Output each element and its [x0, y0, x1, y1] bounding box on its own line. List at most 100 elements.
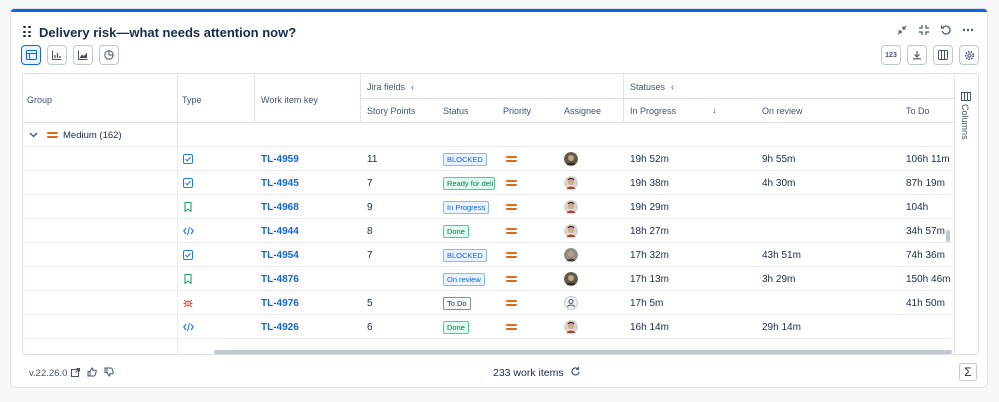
type-column-divider [254, 74, 255, 123]
status-lozenge: BLOCKED [443, 152, 487, 166]
version-info: v.22.26.0 [29, 367, 115, 380]
table-row[interactable]: TL-4926 6 Done 16h 14m 29h 14m [23, 315, 955, 339]
column-header-work-item-key[interactable]: Work item key [261, 95, 318, 105]
refresh-icon[interactable] [937, 21, 955, 39]
priority-medium-icon [506, 315, 517, 339]
status-cell[interactable]: To Do [443, 291, 471, 315]
settings-icon[interactable] [959, 45, 979, 65]
column-header-to-do[interactable]: To Do [906, 106, 930, 116]
card-header: Delivery risk—what needs attention now? [23, 22, 296, 42]
columns-side-panel[interactable]: Columns [954, 74, 978, 354]
work-item-key-link[interactable]: TL-4976 [261, 297, 299, 309]
statuses-label: Statuses [630, 82, 666, 92]
column-group-jira-fields[interactable]: Jira fields ‹ [367, 82, 414, 92]
key-column-divider [360, 74, 361, 123]
number-format-button[interactable]: 123 [881, 45, 901, 65]
column-header-group[interactable]: Group [27, 95, 53, 105]
chevron-left-icon[interactable]: ‹ [411, 82, 415, 92]
avatar-mid[interactable] [564, 243, 578, 267]
table-row[interactable]: TL-4968 9 In Progress 19h 29m 104h [23, 195, 955, 219]
group-row[interactable]: Medium (162) [23, 123, 955, 147]
status-lozenge: Ready for deli [443, 176, 495, 190]
to-do-time: 34h 57m [906, 225, 945, 237]
bar-chart-icon[interactable] [47, 45, 67, 65]
work-item-key-link[interactable]: TL-4876 [261, 273, 299, 285]
story-points-value: 11 [367, 153, 378, 165]
work-item-key-link[interactable]: TL-4944 [261, 225, 299, 237]
work-item-key-link[interactable]: TL-4945 [261, 177, 299, 189]
avatar-light[interactable] [564, 219, 578, 243]
status-cell[interactable]: In Progress [443, 195, 490, 219]
column-header-on-review[interactable]: On review [762, 106, 803, 116]
statuses-divider [623, 74, 624, 123]
column-header-story-points[interactable]: Story Points [367, 106, 416, 116]
work-item-count-label: 233 work items [493, 367, 564, 379]
column-header-assignee[interactable]: Assignee [564, 106, 602, 116]
pie-chart-icon[interactable] [99, 45, 119, 65]
more-icon[interactable] [959, 21, 977, 39]
column-header-status[interactable]: Status [443, 106, 469, 116]
priority-medium-icon [47, 123, 58, 147]
table-view-icon[interactable] [21, 45, 41, 65]
column-header-priority[interactable]: Priority [503, 106, 532, 116]
story-points-value: 8 [367, 225, 373, 237]
status-cell[interactable]: Ready for deli [443, 171, 495, 195]
minimize-icon[interactable] [893, 21, 911, 39]
chevron-down-icon[interactable] [29, 123, 38, 147]
status-cell[interactable]: Done [443, 219, 469, 243]
in-progress-time: 17h 5m [630, 297, 664, 309]
thumbs-down-icon[interactable] [104, 367, 115, 380]
story-points-value: 9 [367, 201, 373, 213]
work-item-key-link[interactable]: TL-4968 [261, 201, 299, 213]
to-do-time: 104h [906, 201, 929, 213]
collapse-icon[interactable] [915, 21, 933, 39]
status-cell[interactable]: Done [443, 315, 469, 339]
avatar-dark[interactable] [564, 147, 578, 171]
status-lozenge: To Do [443, 296, 471, 310]
in-progress-time: 19h 52m [630, 153, 669, 165]
column-group-statuses[interactable]: Statuses ‹ [630, 82, 674, 92]
columns-panel-icon[interactable] [961, 88, 971, 106]
column-header-in-progress[interactable]: In Progress [630, 106, 677, 116]
status-cell[interactable]: On review [443, 267, 485, 291]
card-controls [893, 21, 977, 39]
drag-handle-icon[interactable] [23, 26, 33, 38]
table-row[interactable]: TL-4959 11 BLOCKED 19h 52m 9h 55m 106h 11m [23, 147, 955, 171]
sum-icon[interactable]: Σ [959, 363, 977, 381]
chevron-left-icon[interactable]: ‹ [671, 82, 675, 92]
columns-icon[interactable] [933, 45, 953, 65]
status-cell[interactable]: BLOCKED [443, 243, 487, 267]
to-do-time: 106h 11m [906, 153, 950, 165]
vertical-scrollbar[interactable] [946, 230, 950, 242]
priority-medium-icon [506, 147, 517, 171]
code-type-icon [183, 315, 194, 339]
table-row[interactable]: TL-4944 8 Done 18h 27m 34h 57m [23, 219, 955, 243]
sort-descending-icon[interactable]: ↓ [712, 105, 717, 115]
avatar-light[interactable] [564, 195, 578, 219]
avatar-light[interactable] [564, 171, 578, 195]
column-header-type[interactable]: Type [182, 95, 202, 105]
card-accent-bar [11, 9, 987, 12]
reload-icon[interactable] [570, 366, 581, 380]
avatar-empty[interactable] [564, 291, 578, 315]
story-type-icon [183, 267, 193, 291]
jira-fields-label: Jira fields [367, 82, 406, 92]
status-lozenge: BLOCKED [443, 248, 487, 262]
table-row[interactable]: TL-4976 5 To Do 17h 5m 41h 50m [23, 291, 955, 315]
table-row[interactable]: TL-4945 7 Ready for deli 19h 38m 4h 30m 87h 1… [23, 171, 955, 195]
work-item-key-link[interactable]: TL-4926 [261, 321, 299, 333]
avatar-light[interactable] [564, 315, 578, 339]
table-row[interactable]: TL-4876 On review 17h 13m 3h 29m 150h 46m [23, 267, 955, 291]
horizontal-scrollbar[interactable] [214, 350, 952, 354]
thumbs-up-icon[interactable] [87, 367, 98, 380]
story-points-value: 7 [367, 249, 373, 261]
task-type-icon [183, 243, 193, 267]
avatar-dark[interactable] [564, 267, 578, 291]
external-link-icon[interactable] [71, 367, 81, 380]
work-item-key-link[interactable]: TL-4959 [261, 153, 299, 165]
status-cell[interactable]: BLOCKED [443, 147, 487, 171]
work-item-key-link[interactable]: TL-4954 [261, 249, 299, 261]
download-icon[interactable] [907, 45, 927, 65]
table-row[interactable]: TL-4954 7 BLOCKED 17h 32m 43h 51m 74h 36m [23, 243, 955, 267]
area-chart-icon[interactable] [73, 45, 93, 65]
